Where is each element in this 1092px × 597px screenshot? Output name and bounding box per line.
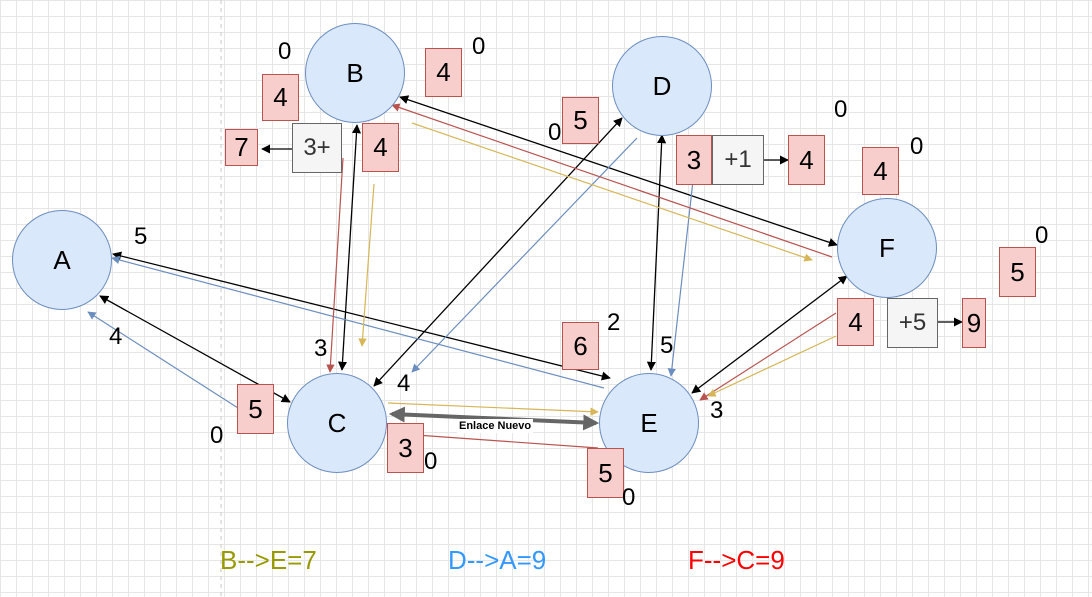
edge-red-f-b bbox=[391, 103, 833, 258]
edge-red-b-c bbox=[326, 157, 344, 373]
label-e-right: 3 bbox=[710, 397, 724, 424]
label-d-left: 0 bbox=[548, 119, 562, 146]
edge-yellow-f-e bbox=[707, 335, 837, 397]
label-e-bottom: 0 bbox=[622, 484, 636, 511]
label-c-lower-left: 0 bbox=[210, 422, 224, 449]
legend-item-b-e: B-->E=7 bbox=[220, 545, 317, 575]
node-a[interactable]: A bbox=[12, 210, 112, 310]
legend-item-d-a: D-->A=9 bbox=[448, 545, 547, 575]
label-d-right: 0 bbox=[834, 96, 848, 123]
edge-label-new-link: Enlace Nuevo bbox=[457, 419, 534, 433]
edge-b-c bbox=[337, 124, 362, 371]
edge-new-c-e bbox=[388, 406, 600, 431]
weight-box-b-result: 7 bbox=[225, 129, 258, 166]
edge-yellow-b-c bbox=[358, 183, 375, 347]
operation-box-f: +5 bbox=[887, 298, 938, 348]
edge-f-e bbox=[691, 275, 848, 394]
weight-box-b-right: 4 bbox=[425, 48, 462, 97]
weight-box-d-left: 5 bbox=[562, 97, 599, 144]
label-a-lower: 4 bbox=[109, 323, 123, 350]
weight-box-b-left: 4 bbox=[262, 74, 299, 121]
label-e-top-right: 2 bbox=[607, 309, 621, 336]
label-a-right: 5 bbox=[134, 223, 148, 250]
weight-box-d-result: 4 bbox=[788, 135, 825, 185]
edge-blue-c-a bbox=[87, 311, 239, 409]
weight-box-f-lower: 4 bbox=[837, 298, 874, 346]
edge-blue-e-a bbox=[111, 255, 605, 389]
weight-box-c-left: 5 bbox=[237, 384, 274, 434]
edge-yellow-c-e bbox=[387, 402, 599, 416]
operation-box-d: +1 bbox=[712, 135, 764, 185]
label-b-top-right: 0 bbox=[472, 33, 486, 60]
weight-box-f-top: 4 bbox=[862, 147, 899, 195]
label-f-top: 0 bbox=[910, 133, 924, 160]
edge-b-f bbox=[399, 95, 838, 247]
node-d[interactable]: D bbox=[612, 36, 712, 136]
weight-box-c-bottom: 3 bbox=[387, 423, 424, 473]
legend-item-f-c: F-->C=9 bbox=[688, 545, 785, 575]
operation-box-b: 3+ bbox=[292, 123, 342, 173]
label-c-bottom: 0 bbox=[424, 448, 438, 475]
label-f-right: 0 bbox=[1035, 222, 1049, 249]
edge-red-f-e bbox=[699, 312, 837, 401]
edge-d-e bbox=[646, 134, 667, 371]
edge-d-c bbox=[373, 117, 623, 387]
weight-box-e-left: 6 bbox=[562, 322, 599, 370]
edge-yellow-b-f bbox=[411, 122, 813, 262]
weight-box-b-lower: 4 bbox=[362, 123, 399, 172]
weight-box-d-main: 3 bbox=[676, 135, 712, 185]
edge-blue-d-c bbox=[411, 137, 638, 373]
weight-box-e-bottom: 5 bbox=[587, 448, 624, 498]
node-c[interactable]: C bbox=[287, 373, 387, 473]
edge-blue-d-e bbox=[667, 171, 695, 377]
label-e-top-left: 5 bbox=[660, 332, 674, 359]
edge-a-e bbox=[112, 251, 611, 381]
label-c-top-left: 3 bbox=[314, 335, 328, 362]
node-b[interactable]: B bbox=[305, 23, 405, 123]
node-f[interactable]: F bbox=[837, 198, 937, 298]
label-b-top-left: 0 bbox=[278, 38, 292, 65]
weight-box-f-right: 5 bbox=[999, 247, 1036, 297]
weight-box-f-result: 9 bbox=[962, 298, 986, 348]
label-c-top-right: 4 bbox=[397, 370, 411, 397]
